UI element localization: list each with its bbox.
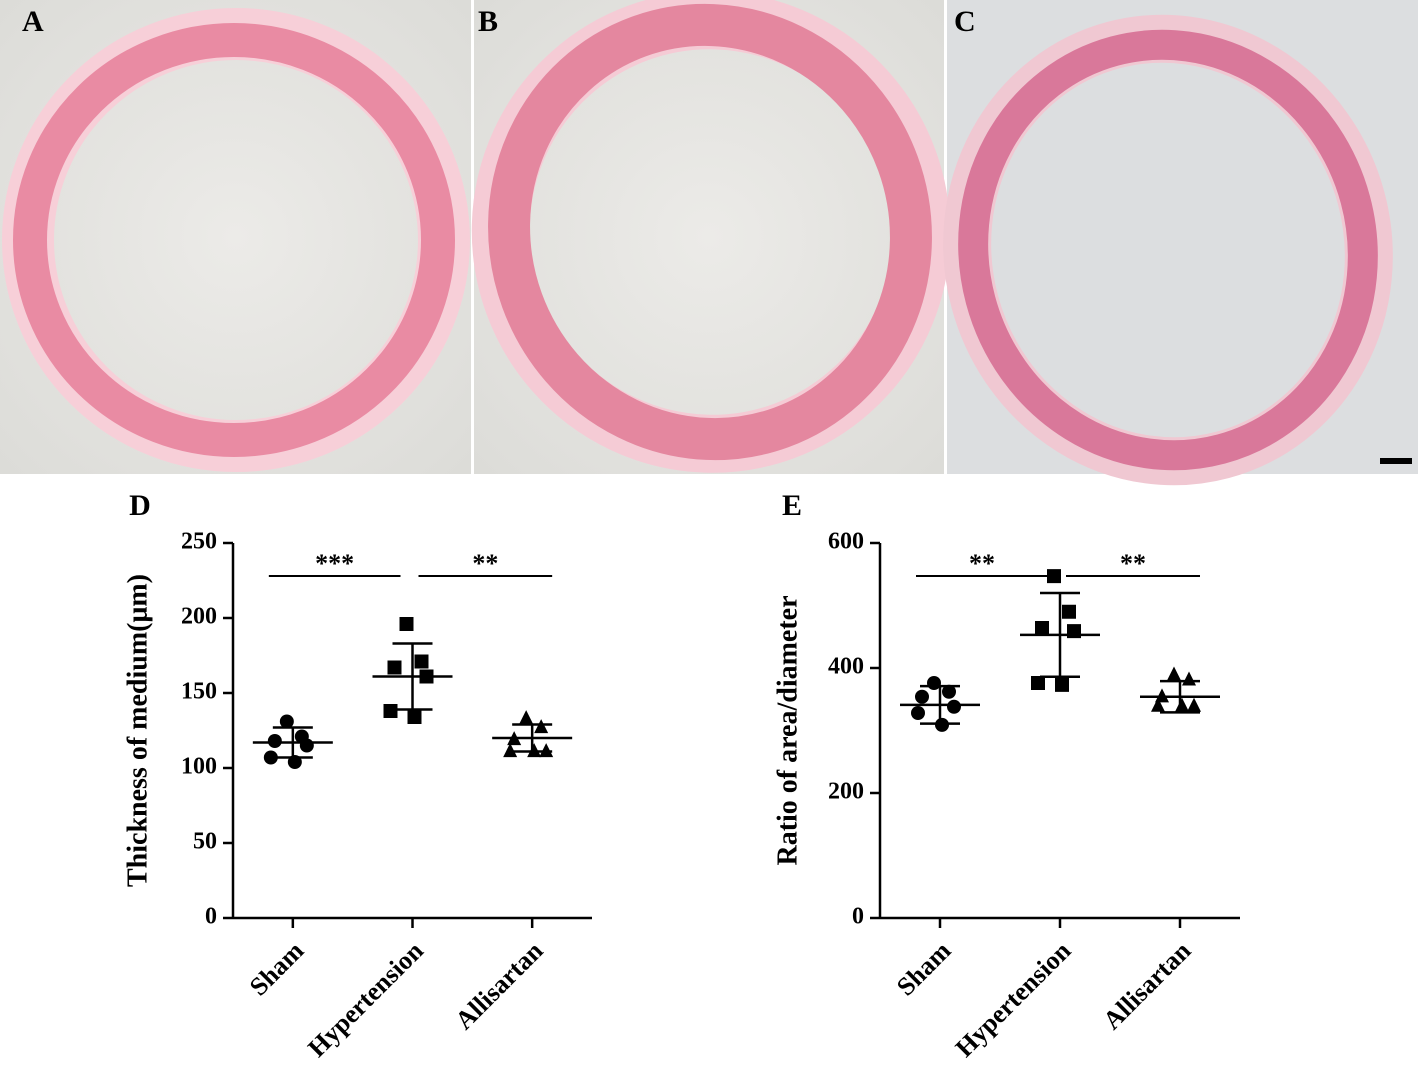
data-point (1167, 666, 1181, 681)
data-point (1182, 671, 1196, 686)
y-tick-label: 100 (181, 754, 217, 780)
y-tick-label: 200 (181, 604, 217, 630)
vessel-wall (958, 29, 1378, 471)
significance-label: *** (315, 549, 354, 578)
significance-label: ** (472, 549, 498, 578)
y-tick-label: 0 (205, 904, 217, 930)
data-point (299, 738, 314, 753)
data-point (414, 654, 429, 669)
panel-label: D (129, 489, 151, 522)
vessel-wall (488, 3, 932, 461)
panel-label: C (954, 5, 976, 38)
x-tick-label: Allisartan (1097, 936, 1197, 1036)
data-point (539, 743, 554, 758)
panel-label: A (22, 5, 44, 38)
data-point (527, 743, 542, 758)
y-tick-label: 600 (828, 529, 864, 555)
significance-label: ** (969, 549, 995, 578)
y-tick-label: 400 (828, 654, 864, 680)
data-point (1062, 604, 1076, 619)
y-axis-label: Thickness of medium(μm) (122, 574, 153, 887)
data-point (947, 699, 961, 714)
y-tick-label: 50 (193, 829, 217, 855)
panel-label: B (478, 5, 498, 38)
data-point (1047, 569, 1061, 584)
x-tick-label: Allisartan (449, 936, 549, 1036)
data-point (915, 689, 929, 704)
x-tick-label: Sham (891, 936, 957, 1002)
y-tick-label: 250 (181, 529, 217, 555)
vessel-wall (13, 23, 455, 457)
data-point (942, 684, 956, 699)
micrographs (0, 0, 1418, 486)
x-tick-label: Sham (244, 936, 310, 1002)
data-point (263, 750, 278, 765)
data-point (503, 743, 518, 758)
data-point (911, 706, 925, 720)
data-point (279, 714, 294, 729)
data-point (267, 734, 282, 748)
y-tick-label: 150 (181, 679, 217, 705)
data-point (519, 710, 534, 725)
data-point (1151, 697, 1165, 712)
panel-label: E (782, 489, 802, 522)
scale-bar (1380, 458, 1412, 464)
data-point (407, 710, 422, 724)
data-point (1035, 621, 1049, 635)
y-tick-label: 200 (828, 779, 864, 805)
x-tick-label: Hypertension (950, 936, 1077, 1063)
data-point (1175, 697, 1189, 712)
data-point (1031, 676, 1045, 690)
significance-label: ** (1120, 549, 1146, 578)
y-tick-label: 0 (852, 904, 864, 930)
data-point (399, 617, 414, 631)
y-axis-label: Ratio of area/diameter (772, 595, 803, 865)
data-point (387, 660, 402, 675)
data-point (1055, 677, 1069, 692)
x-tick-label: Hypertension (302, 936, 429, 1063)
data-point (1187, 697, 1201, 712)
data-point (534, 719, 549, 734)
data-point (383, 704, 398, 718)
